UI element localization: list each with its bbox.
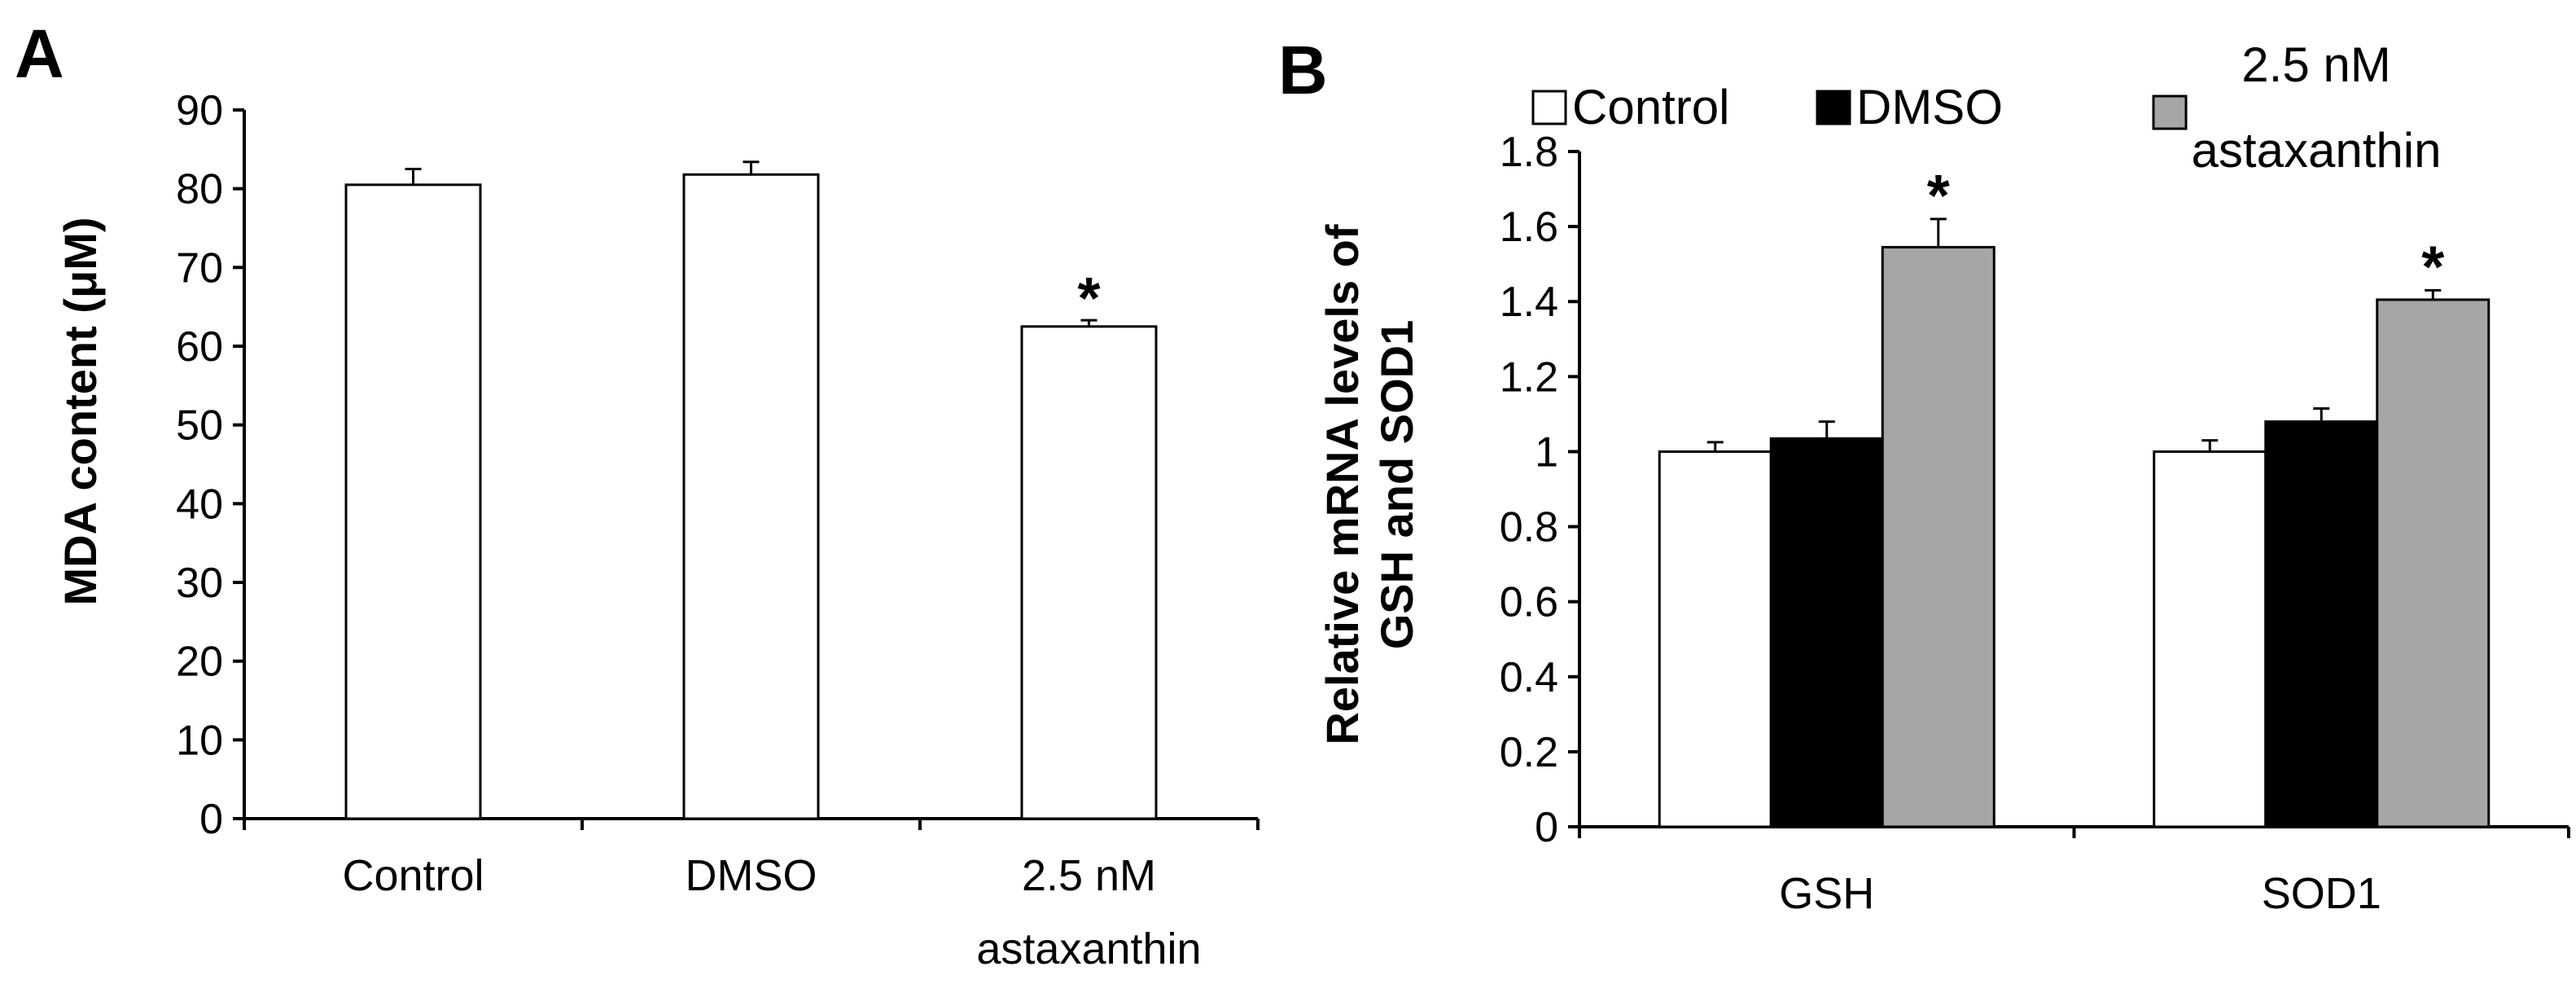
panel-b-bar bbox=[1769, 437, 1884, 828]
panel-a-axes: 0 10 20 30 40 50 60 70 80 90 bbox=[176, 87, 1260, 843]
panel-b-y-tick-label: 1.2 bbox=[1500, 354, 1558, 401]
panel-b-bars: GSH * SOD1 * bbox=[1658, 164, 2491, 918]
panel-a-chart: A MDA content (μM) 0 10 20 30 40 50 60 70 80 90 C… bbox=[15, 15, 1260, 973]
panel-b-y-tick-label: 0.4 bbox=[1500, 654, 1558, 701]
panel-b-label: B bbox=[1278, 32, 1328, 108]
panel-a-label: A bbox=[15, 15, 64, 92]
panel-a-y-tick-label: 90 bbox=[176, 87, 223, 134]
panel-b-y-axis-label-line2: GSH and SOD1 bbox=[1371, 320, 1422, 650]
panel-a-x-category-label: astaxanthin bbox=[976, 925, 1201, 973]
panel-a-y-tick-label: 80 bbox=[176, 166, 223, 213]
panel-a-y-tick-label: 0 bbox=[199, 796, 223, 843]
panel-b-legend: Control DMSO 2.5 nM astaxanthin bbox=[1531, 37, 2442, 178]
panel-b-y-tick-label: 1.8 bbox=[1500, 129, 1558, 176]
panel-b-legend-swatch bbox=[1816, 90, 1851, 125]
panel-b-bar bbox=[1881, 245, 1996, 828]
panel-b-x-category-label: GSH bbox=[1779, 869, 1874, 918]
panel-a-x-category-label: Control bbox=[342, 851, 484, 900]
panel-b-y-tick-label: 0.2 bbox=[1500, 729, 1558, 776]
panel-a-x-category-label: 2.5 nM bbox=[1022, 851, 1156, 900]
panel-b-bar bbox=[2153, 450, 2267, 828]
panel-b-legend-label: astaxanthin bbox=[2192, 123, 2442, 178]
panel-b-bar bbox=[2376, 298, 2491, 828]
panel-b-y-tick-label: 1.4 bbox=[1500, 279, 1558, 326]
panel-b-y-tick-label: 1 bbox=[1535, 428, 1558, 476]
panel-b-y-tick-label: 0 bbox=[1535, 804, 1558, 851]
panel-b-y-tick-label: 1.6 bbox=[1500, 204, 1558, 251]
panel-b-y-tick-label: 0.6 bbox=[1500, 579, 1558, 626]
panel-b-x-category-label: SOD1 bbox=[2262, 869, 2381, 918]
panel-a-bars: Control DMSO * 2.5 nM astaxanthin bbox=[342, 160, 1202, 973]
panel-a-y-tick-label: 70 bbox=[176, 244, 223, 292]
panel-b-legend-label: Control bbox=[1572, 80, 1729, 134]
panel-b-legend-label: 2.5 nM bbox=[2241, 37, 2390, 92]
panel-a-y-tick-label: 60 bbox=[176, 323, 223, 371]
panel-a-y-tick-label: 50 bbox=[176, 402, 223, 450]
panel-a-y-axis-label: MDA content (μM) bbox=[55, 217, 106, 606]
panel-b-bar bbox=[2264, 420, 2379, 828]
panel-a-bar bbox=[1020, 325, 1158, 820]
panel-a-y-tick-label: 20 bbox=[176, 639, 223, 686]
panel-a-y-tick-label: 40 bbox=[176, 481, 223, 528]
panel-b-significance-marker: * bbox=[2421, 235, 2444, 300]
panel-a-bar bbox=[344, 183, 482, 820]
panel-a-y-tick-label: 10 bbox=[176, 717, 223, 764]
panel-a-x-category-label: DMSO bbox=[686, 851, 817, 900]
panel-b-chart: B Relative mRNA levels of GSH and SOD1 C… bbox=[1278, 32, 2570, 918]
panel-a-y-tick-label: 30 bbox=[176, 560, 223, 607]
panel-b-significance-marker: * bbox=[1927, 164, 1950, 229]
panel-b-y-tick-label: 0.8 bbox=[1500, 504, 1558, 551]
panel-a-bar bbox=[682, 173, 820, 820]
panel-b-legend-swatch bbox=[2152, 94, 2188, 130]
panel-b-legend-swatch bbox=[1531, 90, 1567, 125]
panel-b-y-axis-label-line1: Relative mRNA levels of bbox=[1316, 224, 1368, 745]
panel-a-significance-marker: * bbox=[1077, 266, 1100, 332]
panel-b-legend-label: DMSO bbox=[1856, 80, 2003, 134]
panel-b-bar bbox=[1658, 450, 1772, 828]
